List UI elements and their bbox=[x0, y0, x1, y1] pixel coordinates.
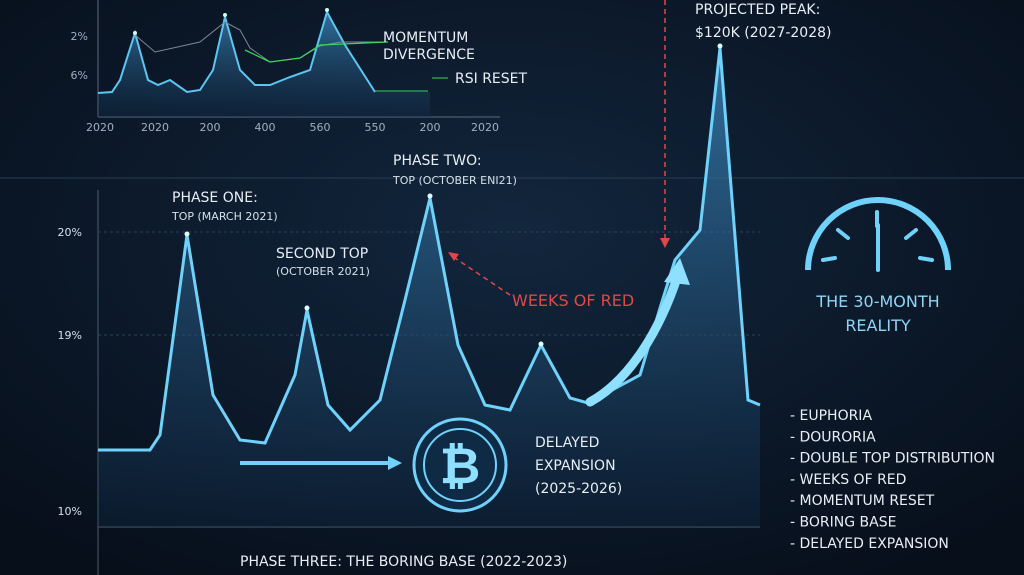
svg-text:₿: ₿ bbox=[440, 437, 481, 495]
gauge-title: REALITY bbox=[845, 316, 911, 335]
x-label: 550 bbox=[365, 121, 386, 134]
y-label: 6% bbox=[71, 69, 88, 82]
annotation: MOMENTUM bbox=[383, 30, 468, 46]
gauge-title: THE 30-MONTH bbox=[815, 292, 939, 311]
main-chart: ₿ 20% 19% 10% PROJECTED PEAK: $120K (202… bbox=[58, 0, 832, 575]
annotation: PHASE ONE: bbox=[172, 190, 258, 206]
annotation: DELAYED bbox=[535, 435, 599, 451]
inset-chart: 2% 6% 2020 2020 200 400 560 550 200 2020 MOMENT… bbox=[71, 0, 527, 134]
annotation: (OCTOBER 2021) bbox=[276, 265, 370, 278]
annotation: PROJECTED PEAK: bbox=[695, 2, 820, 18]
list-item: - DOURORIA bbox=[790, 429, 876, 445]
list-item: - EUPHORIA bbox=[790, 408, 872, 424]
annotation: EXPANSION bbox=[535, 458, 616, 474]
list-item: - WEEKS OF RED bbox=[790, 472, 906, 488]
annotation: TOP (OCTOBER ENI21) bbox=[392, 174, 517, 187]
x-label: 2020 bbox=[471, 121, 499, 134]
x-label: 400 bbox=[255, 121, 276, 134]
annotation: WEEKS OF RED bbox=[512, 291, 634, 310]
list-item: - BORING BASE bbox=[790, 515, 896, 531]
x-label: 560 bbox=[310, 121, 331, 134]
x-label: 200 bbox=[200, 121, 221, 134]
annotation: $120K (2027-2028) bbox=[695, 25, 832, 41]
x-label: 2020 bbox=[141, 121, 169, 134]
list-item: - DELAYED EXPANSION bbox=[790, 536, 949, 552]
list-item: - MOMENTUM RESET bbox=[790, 493, 935, 509]
annotation: TOP (MARCH 2021) bbox=[171, 210, 278, 223]
x-label: 200 bbox=[420, 121, 441, 134]
list-item: - DOUBLE TOP DISTRIBUTION bbox=[790, 451, 995, 467]
x-label: 2020 bbox=[86, 121, 114, 134]
y-label: 20% bbox=[58, 226, 82, 239]
annotation: PHASE TWO: bbox=[393, 153, 482, 169]
y-label: 2% bbox=[71, 30, 88, 43]
annotation: DIVERGENCE bbox=[383, 47, 475, 63]
annotation: SECOND TOP bbox=[276, 246, 368, 262]
caption: PHASE THREE: THE BORING BASE (2022-2023) bbox=[240, 554, 567, 570]
gauge: THE 30-MONTH REALITY bbox=[805, 197, 951, 335]
annotation: RSI RESET bbox=[455, 71, 527, 87]
y-label: 10% bbox=[58, 505, 82, 518]
y-label: 19% bbox=[58, 329, 82, 342]
annotation: (2025-2026) bbox=[535, 481, 622, 497]
legend-list: - EUPHORIA - DOURORIA - DOUBLE TOP DISTRIB… bbox=[790, 408, 995, 552]
